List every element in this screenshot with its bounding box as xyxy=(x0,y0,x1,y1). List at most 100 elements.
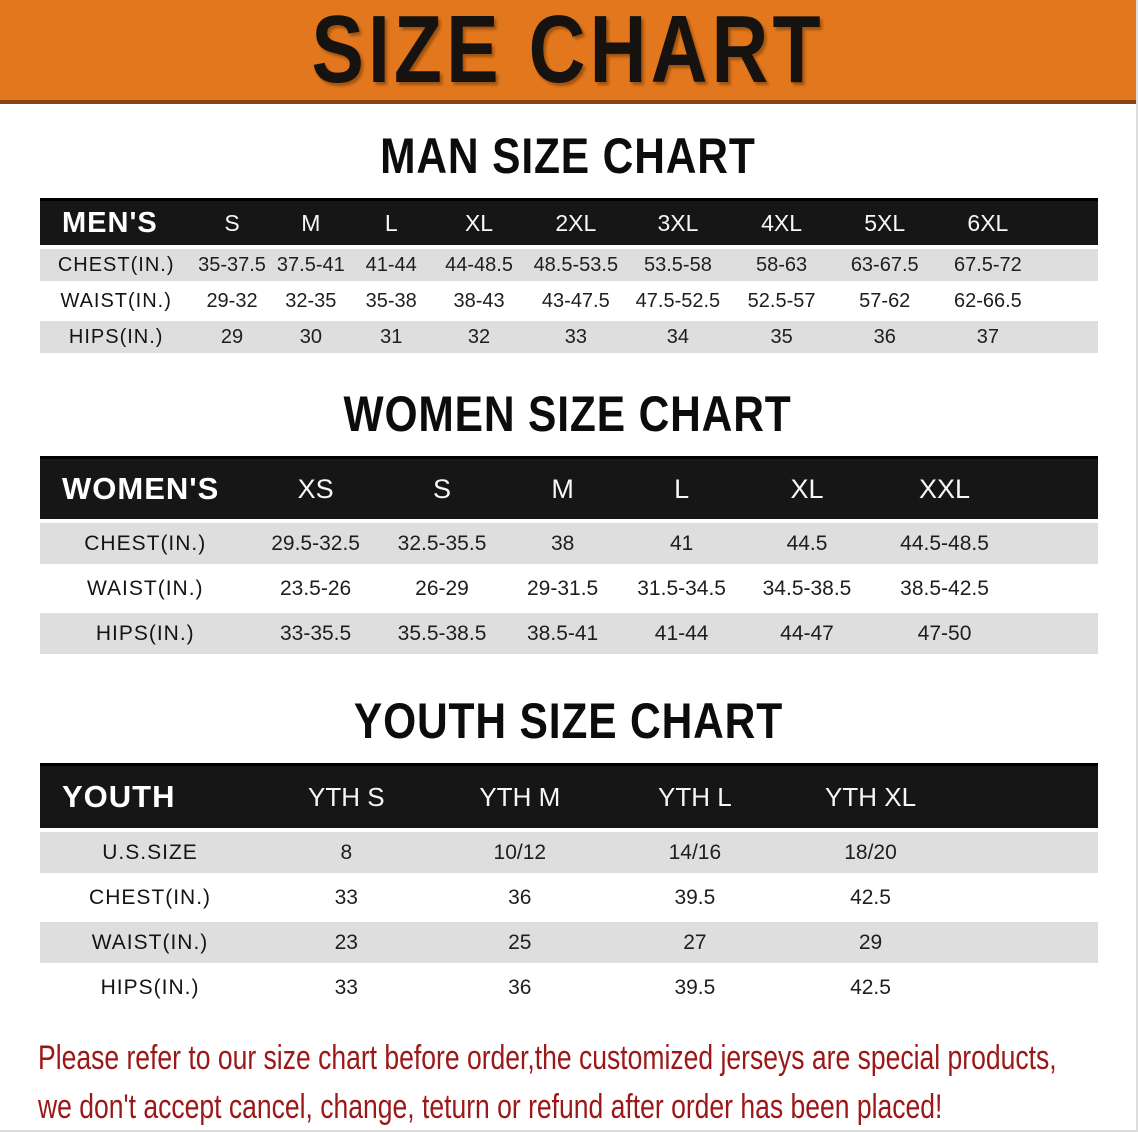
table-row: HIPS(IN.) 33 36 39.5 42.5 xyxy=(40,963,1098,1008)
column-header: M xyxy=(503,456,622,523)
column-header: XXL xyxy=(872,456,1017,523)
size-value: 53.5-58 xyxy=(626,245,730,283)
filler-cell xyxy=(958,873,1098,920)
size-value: 35 xyxy=(729,317,834,353)
filler-header-cell xyxy=(958,763,1098,832)
size-value: 14/16 xyxy=(607,828,783,875)
filler-cell xyxy=(958,963,1098,1008)
row-label: CHEST(IN.) xyxy=(40,873,261,920)
size-value: 38-43 xyxy=(432,281,526,319)
size-value: 27 xyxy=(607,918,783,965)
men-size-table: MEN'S S M L XL 2XL 3XL 4XL 5XL 6XL CHEST(IN.) 35-37… xyxy=(40,198,1098,353)
men-size-chart-section: MAN SIZE CHART MEN'S S M L XL 2XL 3XL 4XL 5XL 6XL C… xyxy=(0,131,1136,353)
filler-header-cell xyxy=(1039,198,1098,249)
size-value: 26-29 xyxy=(380,564,504,611)
size-value: 57-62 xyxy=(833,281,937,319)
youth-size-table: YOUTH YTH S YTH M YTH L YTH XL U.S.SIZE 8 10/12… xyxy=(40,763,1098,1008)
size-value: 44-47 xyxy=(741,609,873,654)
size-value: 23 xyxy=(260,918,433,965)
row-label: WAIST(IN.) xyxy=(40,281,193,319)
filler-cell xyxy=(958,918,1098,965)
header-row: WOMEN'S XS S M L XL XXL xyxy=(40,456,1098,523)
filler-header-cell xyxy=(1016,456,1098,523)
size-value: 30 xyxy=(271,317,350,353)
youth-section-heading: YOUTH SIZE CHART xyxy=(0,696,1136,746)
size-value: 23.5-26 xyxy=(250,564,381,611)
size-value: 38.5-41 xyxy=(503,609,622,654)
disclaimer-line-2: we don't accept cancel, change, teturn o… xyxy=(38,1087,943,1126)
size-value: 39.5 xyxy=(607,873,783,920)
size-value: 39.5 xyxy=(607,963,783,1008)
row-label: HIPS(IN.) xyxy=(40,317,193,353)
size-value: 62-66.5 xyxy=(936,281,1040,319)
size-value: 35.5-38.5 xyxy=(380,609,504,654)
size-value: 44.5 xyxy=(741,519,873,566)
banner: SIZE CHART xyxy=(0,0,1136,104)
size-value: 36 xyxy=(432,963,608,1008)
column-header: 4XL xyxy=(729,198,834,249)
size-value: 32 xyxy=(432,317,526,353)
size-value: 31 xyxy=(349,317,433,353)
size-value: 44.5-48.5 xyxy=(872,519,1017,566)
size-value: 35-38 xyxy=(349,281,433,319)
size-value: 25 xyxy=(432,918,608,965)
size-value: 44-48.5 xyxy=(432,245,526,283)
table-row: U.S.SIZE 8 10/12 14/16 18/20 xyxy=(40,828,1098,875)
size-value: 42.5 xyxy=(782,963,959,1008)
banner-title: SIZE CHART xyxy=(311,0,825,103)
size-value: 41-44 xyxy=(621,609,742,654)
filler-cell xyxy=(1016,564,1098,611)
row-label: CHEST(IN.) xyxy=(40,245,193,283)
size-value: 38 xyxy=(503,519,622,566)
disclaimer: Please refer to our size chart before or… xyxy=(38,1034,1136,1131)
header-row: YOUTH YTH S YTH M YTH L YTH XL xyxy=(40,763,1098,832)
column-header: S xyxy=(380,456,504,523)
size-value: 41 xyxy=(621,519,742,566)
filler-cell xyxy=(958,828,1098,875)
size-value: 29-31.5 xyxy=(503,564,622,611)
section-heading-text: WOMEN SIZE CHART xyxy=(343,386,793,442)
row-label: HIPS(IN.) xyxy=(40,609,251,654)
women-size-chart-section: WOMEN SIZE CHART WOMEN'S XS S M L XL XXL CHEST(I… xyxy=(0,389,1136,654)
size-value: 33 xyxy=(260,873,433,920)
size-value: 34 xyxy=(626,317,730,353)
size-value: 29.5-32.5 xyxy=(250,519,381,566)
size-value: 29 xyxy=(192,317,272,353)
size-charts: MAN SIZE CHART MEN'S S M L XL 2XL 3XL 4XL 5XL 6XL C… xyxy=(0,131,1136,1008)
column-header: YTH XL xyxy=(782,763,959,832)
size-value: 48.5-53.5 xyxy=(525,245,627,283)
table-row: WAIST(IN.) 23 25 27 29 xyxy=(40,918,1098,965)
section-heading-text: YOUTH SIZE CHART xyxy=(353,693,783,749)
size-value: 67.5-72 xyxy=(936,245,1040,283)
column-header: M xyxy=(271,198,350,249)
size-value: 37.5-41 xyxy=(271,245,350,283)
column-header: S xyxy=(192,198,272,249)
column-header: YTH M xyxy=(432,763,608,832)
column-header: 3XL xyxy=(626,198,730,249)
youth-size-chart-section: YOUTH SIZE CHART YOUTH YTH S YTH M YTH L YTH … xyxy=(0,696,1136,1008)
size-value: 41-44 xyxy=(349,245,433,283)
size-value: 36 xyxy=(432,873,608,920)
size-value: 29-32 xyxy=(192,281,272,319)
table-row: HIPS(IN.) 29 30 31 32 33 34 35 36 37 xyxy=(40,317,1098,353)
row-label: WAIST(IN.) xyxy=(40,918,261,965)
filler-cell xyxy=(1039,281,1098,319)
table-row: WAIST(IN.) 23.5-26 26-29 29-31.5 31.5-34.5 34… xyxy=(40,564,1098,611)
table-corner-label: YOUTH xyxy=(40,763,261,832)
table-corner-label: MEN'S xyxy=(40,198,193,249)
size-value: 29 xyxy=(782,918,959,965)
size-value: 34.5-38.5 xyxy=(741,564,873,611)
women-size-table: WOMEN'S XS S M L XL XXL CHEST(IN.) 29.5-32.5 32.5… xyxy=(40,456,1098,654)
table-row: CHEST(IN.) 35-37.5 37.5-41 41-44 44-48.5 48.5… xyxy=(40,245,1098,283)
size-value: 63-67.5 xyxy=(833,245,937,283)
column-header: XS xyxy=(250,456,381,523)
table-row: CHEST(IN.) 33 36 39.5 42.5 xyxy=(40,873,1098,920)
column-header: 2XL xyxy=(525,198,627,249)
size-value: 43-47.5 xyxy=(525,281,627,319)
size-value: 36 xyxy=(833,317,937,353)
size-value: 33-35.5 xyxy=(250,609,381,654)
size-value: 8 xyxy=(260,828,433,875)
size-value: 52.5-57 xyxy=(729,281,834,319)
filler-cell xyxy=(1016,609,1098,654)
column-header: 6XL xyxy=(936,198,1040,249)
